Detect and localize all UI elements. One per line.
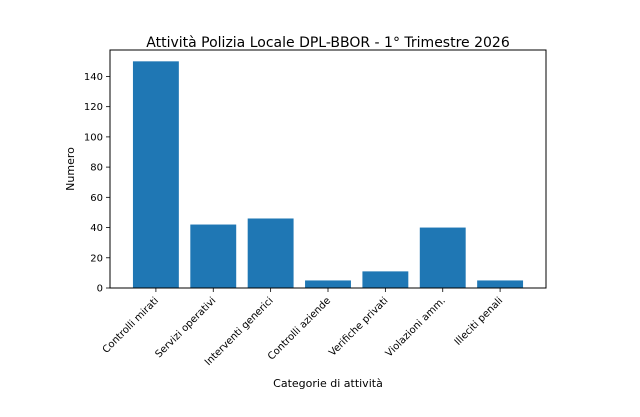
x-axis-label: Categorie di attività <box>273 377 383 390</box>
bar-6 <box>477 280 524 288</box>
bar-0 <box>132 61 179 289</box>
y-tick-label-3: 60 <box>90 193 103 204</box>
x-tick-label-6: Illeciti penali <box>453 295 506 348</box>
x-tick-label-5: Violazioni amm. <box>384 295 448 359</box>
y-axis-label: Numero <box>64 147 77 191</box>
y-tick-label-4: 80 <box>90 163 103 174</box>
bar-5 <box>419 227 466 288</box>
y-tick-label-1: 20 <box>90 253 103 264</box>
y-tick-label-0: 0 <box>97 284 103 295</box>
bar-2 <box>247 218 294 288</box>
bar-1 <box>190 224 237 288</box>
bar-3 <box>305 280 351 288</box>
x-tick-label-4: Verifiche privati <box>327 295 390 358</box>
y-tick-label-2: 40 <box>90 223 103 234</box>
x-tick-label-3: Controlli aziende <box>266 295 333 362</box>
x-tick-label-1: Servizi operativi <box>153 295 218 360</box>
chart-title: Attività Polizia Locale DPL-BBOR - 1° Tr… <box>146 35 510 51</box>
bar-4 <box>362 271 409 288</box>
y-tick-label-7: 140 <box>84 72 103 83</box>
y-tick-label-5: 100 <box>84 132 103 143</box>
x-tick-label-0: Controlli mirati <box>101 295 161 355</box>
plot-frame <box>109 49 547 289</box>
bars-group <box>132 61 524 289</box>
y-axis: 0 20 40 60 80 100 120 140 <box>84 72 110 295</box>
y-tick-label-6: 120 <box>84 102 103 113</box>
